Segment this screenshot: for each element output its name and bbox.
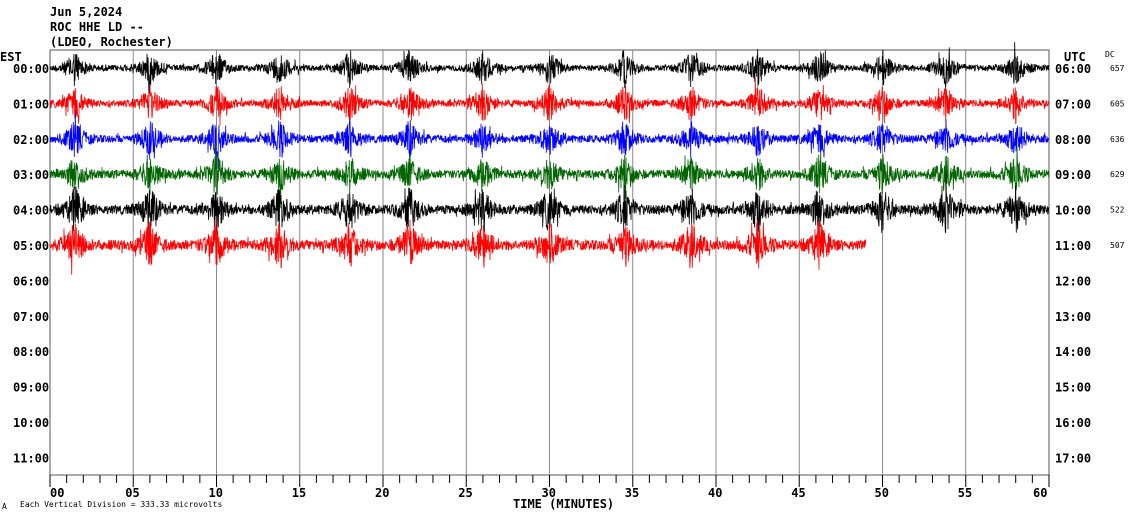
seismic-trace (49, 219, 867, 275)
x-tick-label: 25 (458, 486, 472, 500)
x-tick-label: 50 (875, 486, 889, 500)
utc-hour-label: 09:00 (1055, 168, 1091, 182)
seismic-trace (49, 173, 1050, 235)
est-hour-label: 02:00 (13, 133, 49, 147)
x-tick-label: 60 (1033, 486, 1047, 500)
est-hour-label: 06:00 (13, 274, 49, 288)
est-hour-label: 00:00 (13, 62, 49, 76)
dc-value: 507 (1110, 241, 1125, 250)
x-tick-label: 40 (708, 486, 722, 500)
est-hour-label: 04:00 (13, 204, 49, 218)
x-tick-label: 30 (542, 486, 556, 500)
est-hour-label: 07:00 (13, 310, 49, 324)
utc-hour-label: 06:00 (1055, 62, 1091, 76)
x-tick-label: 20 (375, 486, 389, 500)
chart-title-network: (LDEO, Rochester) (50, 35, 173, 49)
est-hour-label: 10:00 (13, 416, 49, 430)
seismic-trace (49, 142, 1050, 209)
x-tick-label: 55 (958, 486, 972, 500)
utc-hour-label: 16:00 (1055, 416, 1091, 430)
est-hour-label: 09:00 (13, 381, 49, 395)
dc-value: 636 (1110, 135, 1125, 144)
utc-axis-label: UTC (1064, 50, 1086, 64)
est-hour-label: 11:00 (13, 451, 49, 465)
utc-hour-label: 08:00 (1055, 133, 1091, 147)
utc-hour-label: 14:00 (1055, 345, 1091, 359)
x-tick-label: 35 (625, 486, 639, 500)
chart-title-date: Jun 5,2024 (50, 5, 122, 19)
x-tick-label: 45 (791, 486, 805, 500)
utc-hour-label: 17:00 (1055, 451, 1091, 465)
scale-note: Each Vertical Division = 333.33 microvol… (20, 500, 222, 509)
seismic-trace (49, 76, 1050, 126)
dc-value: 657 (1110, 64, 1125, 73)
est-hour-label: 08:00 (13, 345, 49, 359)
est-hour-label: 01:00 (13, 97, 49, 111)
utc-hour-label: 10:00 (1055, 204, 1091, 218)
seismic-trace (49, 42, 1050, 97)
x-tick-label: 05 (125, 486, 139, 500)
utc-hour-label: 15:00 (1055, 381, 1091, 395)
utc-hour-label: 11:00 (1055, 239, 1091, 253)
x-tick-label: 00 (50, 486, 64, 500)
est-axis-label: EST (0, 50, 22, 64)
x-axis-label: TIME (MINUTES) (513, 497, 614, 511)
dc-value: 522 (1110, 206, 1125, 215)
x-tick-label: 15 (292, 486, 306, 500)
dc-value: 605 (1110, 99, 1125, 108)
x-tick-label: 10 (209, 486, 223, 500)
dc-label: DC (1105, 50, 1115, 59)
utc-hour-label: 12:00 (1055, 274, 1091, 288)
est-hour-label: 03:00 (13, 168, 49, 182)
utc-hour-label: 13:00 (1055, 310, 1091, 324)
chart-title-station: ROC HHE LD -- (50, 20, 144, 34)
footer-mark: A (2, 502, 7, 511)
dc-value: 629 (1110, 170, 1125, 179)
est-hour-label: 05:00 (13, 239, 49, 253)
utc-hour-label: 07:00 (1055, 97, 1091, 111)
